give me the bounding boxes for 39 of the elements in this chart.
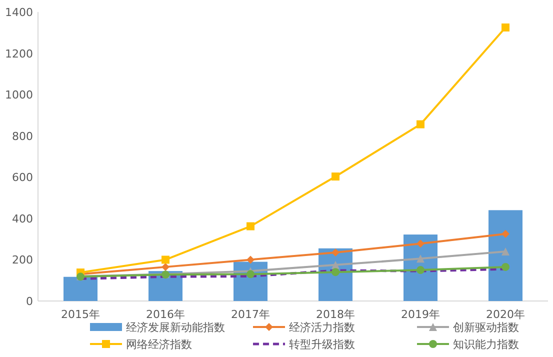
x-tick-label: 2016年 — [146, 308, 185, 321]
point — [246, 256, 254, 264]
bar — [488, 210, 522, 301]
point — [502, 262, 510, 271]
point — [246, 270, 254, 278]
y-tick-label: 1200 — [5, 47, 33, 60]
x-tick-label: 2020年 — [486, 308, 525, 321]
y-tick-label: 200 — [12, 254, 33, 267]
point — [246, 222, 254, 230]
x-tick-label: 2018年 — [316, 308, 355, 321]
point — [332, 268, 340, 276]
point — [416, 254, 424, 263]
legend-label: 转型升级指数 — [289, 338, 355, 351]
point — [162, 256, 170, 264]
point — [332, 248, 340, 256]
legend-label: 经济发展新动能指数 — [126, 321, 225, 334]
y-tick-label: 800 — [12, 130, 33, 143]
point — [416, 240, 424, 248]
y-tick-label: 600 — [12, 171, 33, 184]
point — [416, 266, 424, 274]
y-tick-label: 400 — [12, 212, 33, 226]
x-tick-label: 2017年 — [231, 308, 270, 321]
x-tick-label: 2015年 — [61, 308, 100, 321]
y-tick-label: 0 — [26, 295, 33, 308]
point — [416, 120, 424, 128]
point — [332, 260, 340, 269]
y-tick-label: 1000 — [5, 88, 33, 102]
legend-label: 网络经济指数 — [126, 338, 192, 351]
legend-label: 经济活力指数 — [289, 321, 355, 334]
point — [502, 23, 510, 32]
legend-label: 创新驱动指数 — [453, 321, 519, 334]
legend-label: 知识能力指数 — [453, 338, 519, 351]
point — [502, 230, 510, 238]
point — [502, 247, 510, 256]
x-tick-label: 2019年 — [401, 308, 440, 321]
bar — [64, 276, 98, 301]
point — [162, 262, 170, 271]
point — [332, 172, 340, 181]
y-tick-label: 1400 — [5, 6, 33, 19]
